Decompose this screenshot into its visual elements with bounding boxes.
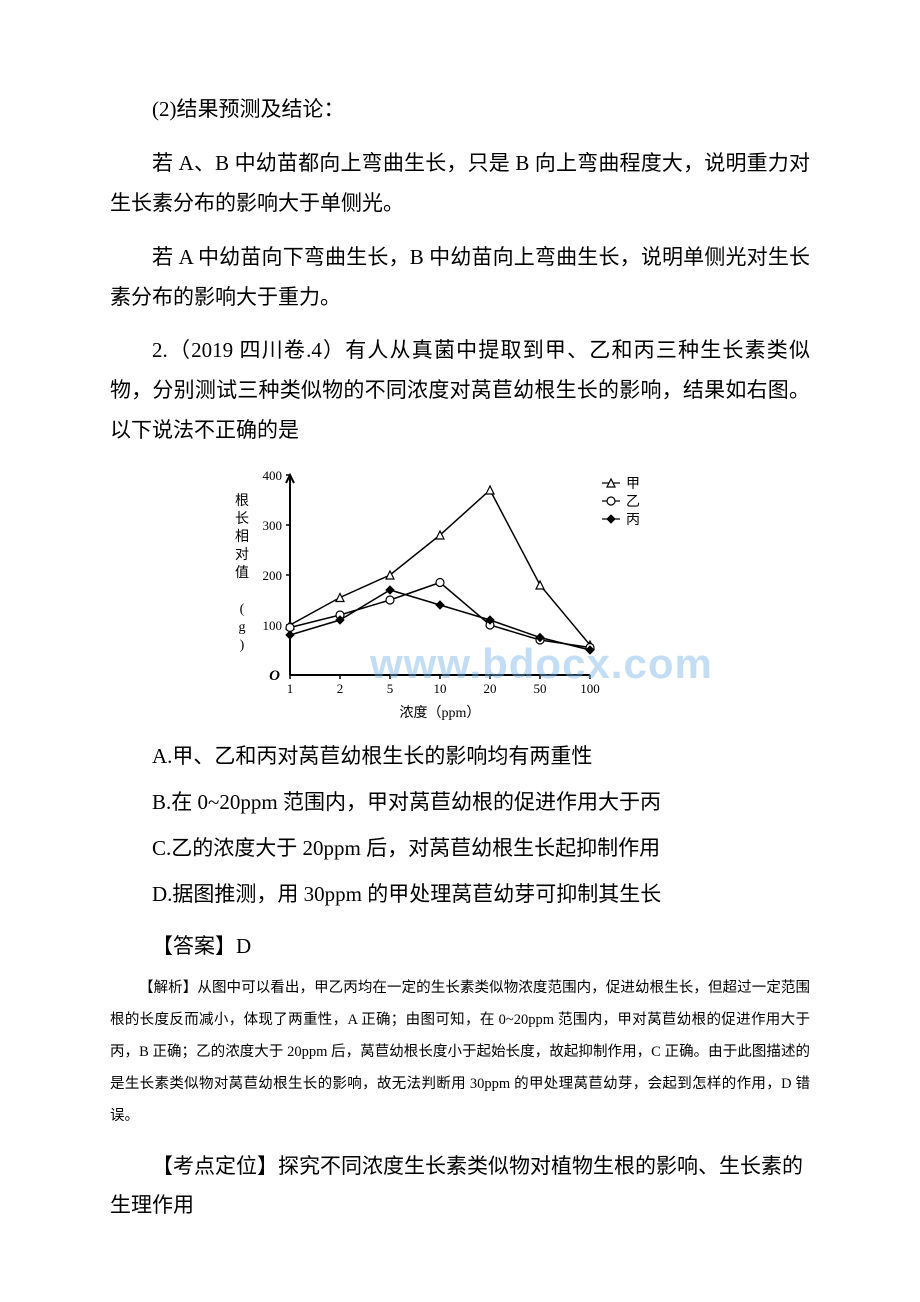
svg-text:100: 100	[580, 681, 600, 696]
svg-text:甲: 甲	[626, 477, 640, 492]
svg-text:): )	[240, 638, 245, 653]
line-chart: O 100 200 300 400 1 2 5 10 20 50 100 浓度（ppm） 根长相对值 ( g…	[220, 465, 700, 725]
svg-text:值: 值	[235, 565, 249, 581]
option-a: A.甲、乙和丙对莴苣幼根生长的影响均有两重性	[110, 735, 810, 777]
option-b: B.在 0~20ppm 范围内，甲对莴苣幼根的促进作用大于丙	[110, 781, 810, 823]
svg-text:20: 20	[484, 681, 497, 696]
svg-text:浓度（ppm）: 浓度（ppm）	[400, 705, 481, 721]
paragraph-prediction-2: 若 A 中幼苗向下弯曲生长，B 中幼苗向上弯曲生长，说明单侧光对生长素分布的影响…	[110, 238, 810, 318]
paragraph-prediction-1: 若 A、B 中幼苗都向上弯曲生长，只是 B 向上弯曲程度大，说明重力对生长素分布…	[110, 144, 810, 224]
svg-text:长: 长	[235, 511, 249, 527]
option-d: D.据图推测，用 30ppm 的甲处理莴苣幼芽可抑制其生长	[110, 873, 810, 915]
svg-text:O: O	[269, 668, 280, 684]
svg-text:1: 1	[287, 681, 294, 696]
svg-text:10: 10	[434, 681, 447, 696]
svg-text:100: 100	[263, 618, 283, 633]
svg-text:乙: 乙	[626, 494, 640, 510]
svg-text:200: 200	[263, 568, 283, 583]
svg-text:(: (	[240, 602, 245, 617]
svg-text:g: g	[239, 620, 246, 635]
paragraph-question-stem: 2.（2019 四川卷.4）有人从真菌中提取到甲、乙和丙三种生长素类似物，分别测…	[110, 331, 810, 451]
svg-text:相: 相	[235, 529, 249, 545]
analysis-text: 【解析】从图中可以看出，甲乙丙均在一定的生长素类似物浓度范围内，促进幼根生长，但…	[110, 973, 810, 1132]
svg-text:5: 5	[387, 681, 394, 696]
svg-text:50: 50	[534, 681, 547, 696]
svg-text:300: 300	[263, 518, 283, 533]
chart-svg: O 100 200 300 400 1 2 5 10 20 50 100 浓度（ppm） 根长相对值 ( g…	[220, 465, 700, 725]
svg-text:400: 400	[263, 468, 283, 483]
answer-text: 【答案】D	[110, 925, 810, 967]
document-page: (2)结果预测及结论： 若 A、B 中幼苗都向上弯曲生长，只是 B 向上弯曲程度…	[0, 0, 920, 1286]
svg-text:根: 根	[235, 493, 249, 509]
paragraph-result-heading: (2)结果预测及结论：	[110, 90, 810, 130]
svg-text:丙: 丙	[626, 513, 640, 528]
svg-text:2: 2	[337, 681, 344, 696]
keypoint-text: 【考点定位】探究不同浓度生长素类似物对植物生根的影响、生长素的生理作用	[110, 1147, 810, 1227]
option-c: C.乙的浓度大于 20ppm 后，对莴苣幼根生长起抑制作用	[110, 827, 810, 869]
svg-text:对: 对	[235, 547, 249, 563]
